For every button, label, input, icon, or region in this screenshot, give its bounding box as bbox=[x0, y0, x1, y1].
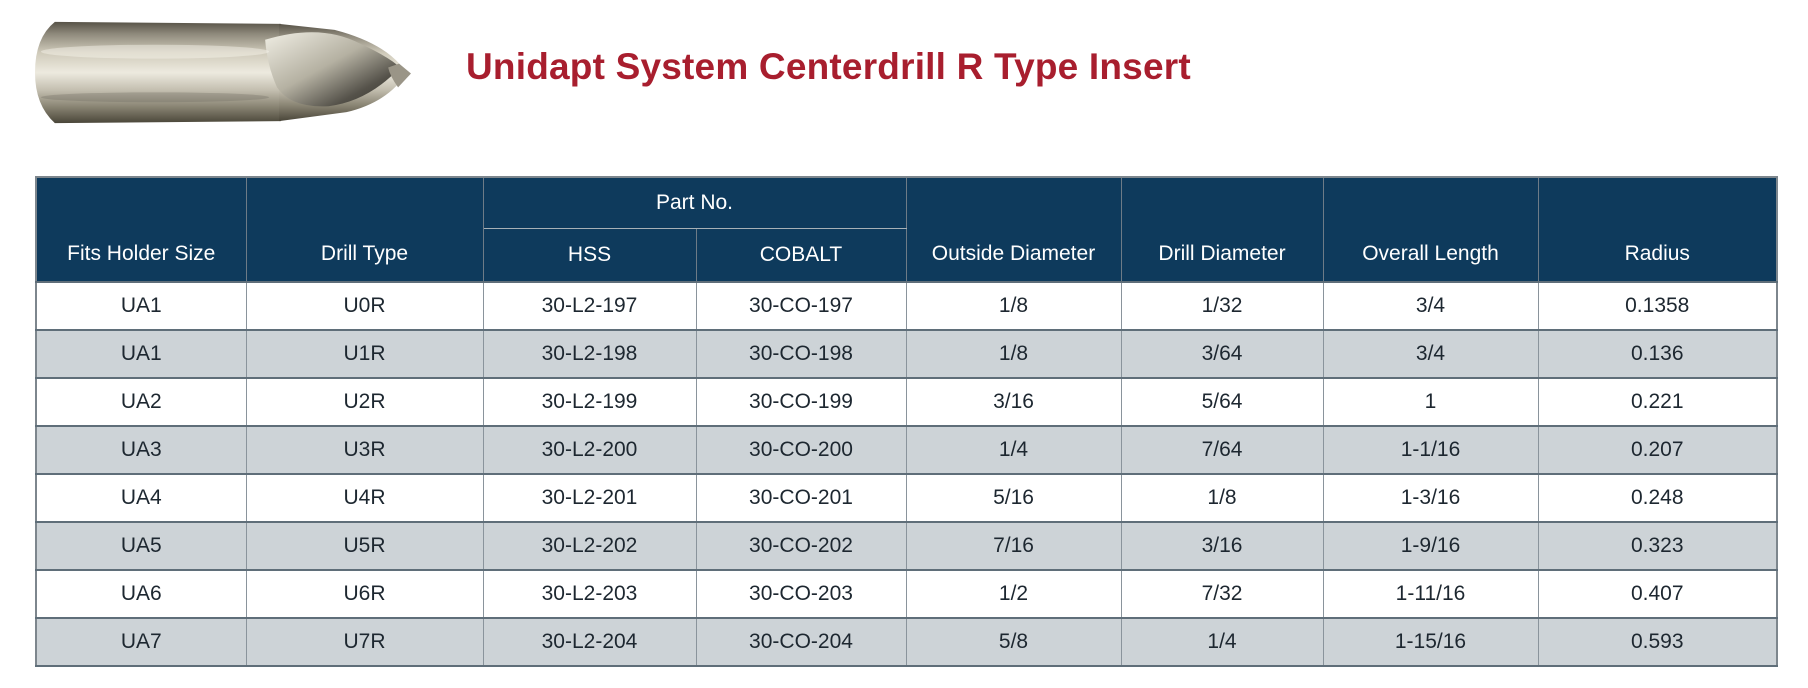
centerdrill-photo bbox=[35, 21, 411, 124]
drill-highlight bbox=[40, 44, 270, 59]
drill-shadow-line bbox=[40, 92, 270, 103]
table-cell: U6R bbox=[245, 569, 484, 619]
table-cell: 5/8 bbox=[905, 617, 1122, 667]
col-header-fits-holder-size: Fits Holder Size bbox=[35, 177, 247, 282]
table-cell: 30-L2-199 bbox=[482, 377, 697, 427]
col-header-overall-length: Overall Length bbox=[1322, 177, 1539, 282]
table-row: UA1 U1R 30-L2-198 30-CO-198 1/8 3/64 3/4 0.136 bbox=[35, 329, 1778, 379]
table-cell: 1 bbox=[1322, 377, 1539, 427]
table-row: UA4 U4R 30-L2-201 30-CO-201 5/16 1/8 1-3/16 0.2… bbox=[35, 473, 1778, 523]
table-cell: U4R bbox=[245, 473, 484, 523]
page-title: Unidapt System Centerdrill R Type Insert bbox=[466, 46, 1191, 87]
table-cell: 30-CO-198 bbox=[695, 329, 907, 379]
table-cell: 30-L2-201 bbox=[482, 473, 697, 523]
table-cell: 7/16 bbox=[905, 521, 1122, 571]
table-cell: U5R bbox=[245, 521, 484, 571]
table-cell: UA2 bbox=[35, 377, 247, 427]
table-cell: 0.593 bbox=[1537, 617, 1778, 667]
table-cell: U0R bbox=[245, 281, 484, 331]
table-cell: UA7 bbox=[35, 617, 247, 667]
table-cell: 30-CO-201 bbox=[695, 473, 907, 523]
table-cell: 7/64 bbox=[1120, 425, 1324, 475]
table-cell: U1R bbox=[245, 329, 484, 379]
col-header-outside-diameter: Outside Diameter bbox=[905, 177, 1122, 282]
table-cell: 30-L2-200 bbox=[482, 425, 697, 475]
table-row: UA2 U2R 30-L2-199 30-CO-199 3/16 5/64 1 0.221 bbox=[35, 377, 1778, 427]
table-header: Fits Holder Size Drill Type Part No. Out… bbox=[35, 177, 1778, 282]
table-cell: 1-9/16 bbox=[1322, 521, 1539, 571]
table-cell: 1/4 bbox=[905, 425, 1122, 475]
table-cell: 3/64 bbox=[1120, 329, 1324, 379]
table-cell: 1-15/16 bbox=[1322, 617, 1539, 667]
table-cell: 30-CO-204 bbox=[695, 617, 907, 667]
table-row: UA3 U3R 30-L2-200 30-CO-200 1/4 7/64 1-1/16 0.2… bbox=[35, 425, 1778, 475]
table-cell: U2R bbox=[245, 377, 484, 427]
table-cell: 3/16 bbox=[1120, 521, 1324, 571]
table-cell: 30-L2-197 bbox=[482, 281, 697, 331]
table-cell: 30-CO-197 bbox=[695, 281, 907, 331]
table-cell: 0.136 bbox=[1537, 329, 1778, 379]
table-cell: 3/4 bbox=[1322, 329, 1539, 379]
table-cell: 1-1/16 bbox=[1322, 425, 1539, 475]
table-cell: UA4 bbox=[35, 473, 247, 523]
table-cell: 0.407 bbox=[1537, 569, 1778, 619]
spec-table: Fits Holder Size Drill Type Part No. Out… bbox=[35, 176, 1778, 667]
drill-tip bbox=[388, 63, 411, 88]
table-cell: UA6 bbox=[35, 569, 247, 619]
col-header-drill-diameter: Drill Diameter bbox=[1120, 177, 1324, 282]
table-cell: 30-CO-203 bbox=[695, 569, 907, 619]
col-header-hss: HSS bbox=[482, 228, 697, 282]
table-cell: 0.207 bbox=[1537, 425, 1778, 475]
table-cell: 3/4 bbox=[1322, 281, 1539, 331]
table-cell: 5/16 bbox=[905, 473, 1122, 523]
table-cell: 1/4 bbox=[1120, 617, 1324, 667]
table-cell: 30-L2-204 bbox=[482, 617, 697, 667]
drill-shank bbox=[35, 21, 282, 124]
col-header-cobalt: COBALT bbox=[695, 228, 907, 282]
table-cell: 0.323 bbox=[1537, 521, 1778, 571]
table-cell: 1/32 bbox=[1120, 281, 1324, 331]
table-cell: 1-3/16 bbox=[1322, 473, 1539, 523]
table-body: UA1 U0R 30-L2-197 30-CO-197 1/8 1/32 3/4 0.1358… bbox=[35, 281, 1778, 667]
table-row: UA6 U6R 30-L2-203 30-CO-203 1/2 7/32 1-11/16 0.… bbox=[35, 569, 1778, 619]
drill-flute bbox=[265, 32, 401, 107]
table-cell: 0.221 bbox=[1537, 377, 1778, 427]
table-cell: 7/32 bbox=[1120, 569, 1324, 619]
table-cell: 30-CO-202 bbox=[695, 521, 907, 571]
table-cell: 1/8 bbox=[905, 281, 1122, 331]
table-cell: 0.1358 bbox=[1537, 281, 1778, 331]
table-row: UA1 U0R 30-L2-197 30-CO-197 1/8 1/32 3/4 0.1358 bbox=[35, 281, 1778, 331]
table-cell: 0.248 bbox=[1537, 473, 1778, 523]
col-header-radius: Radius bbox=[1537, 177, 1778, 282]
table-cell: U7R bbox=[245, 617, 484, 667]
header-group-row: Fits Holder Size Drill Type Part No. Out… bbox=[35, 177, 1778, 282]
table-cell: 1/8 bbox=[1120, 473, 1324, 523]
table-cell: 1/2 bbox=[905, 569, 1122, 619]
table-cell: UA3 bbox=[35, 425, 247, 475]
table-cell: 30-L2-203 bbox=[482, 569, 697, 619]
table-cell: 30-L2-202 bbox=[482, 521, 697, 571]
table-cell: U3R bbox=[245, 425, 484, 475]
col-header-drill-type: Drill Type bbox=[245, 177, 484, 282]
table-row: UA7 U7R 30-L2-204 30-CO-204 5/8 1/4 1-15/16 0.5… bbox=[35, 617, 1778, 667]
table-cell: 30-CO-200 bbox=[695, 425, 907, 475]
table-row: UA5 U5R 30-L2-202 30-CO-202 7/16 3/16 1-9/16 0.… bbox=[35, 521, 1778, 571]
col-group-part-no: Part No. bbox=[482, 177, 907, 229]
table-cell: 3/16 bbox=[905, 377, 1122, 427]
table-cell: UA1 bbox=[35, 281, 247, 331]
header-sub-row: HSS COBALT bbox=[36, 228, 1777, 282]
table-cell: 1-11/16 bbox=[1322, 569, 1539, 619]
table-cell: UA1 bbox=[35, 329, 247, 379]
table-cell: 30-CO-199 bbox=[695, 377, 907, 427]
table-cell: UA5 bbox=[35, 521, 247, 571]
table-cell: 1/8 bbox=[905, 329, 1122, 379]
table-cell: 5/64 bbox=[1120, 377, 1324, 427]
table-cell: 30-L2-198 bbox=[482, 329, 697, 379]
